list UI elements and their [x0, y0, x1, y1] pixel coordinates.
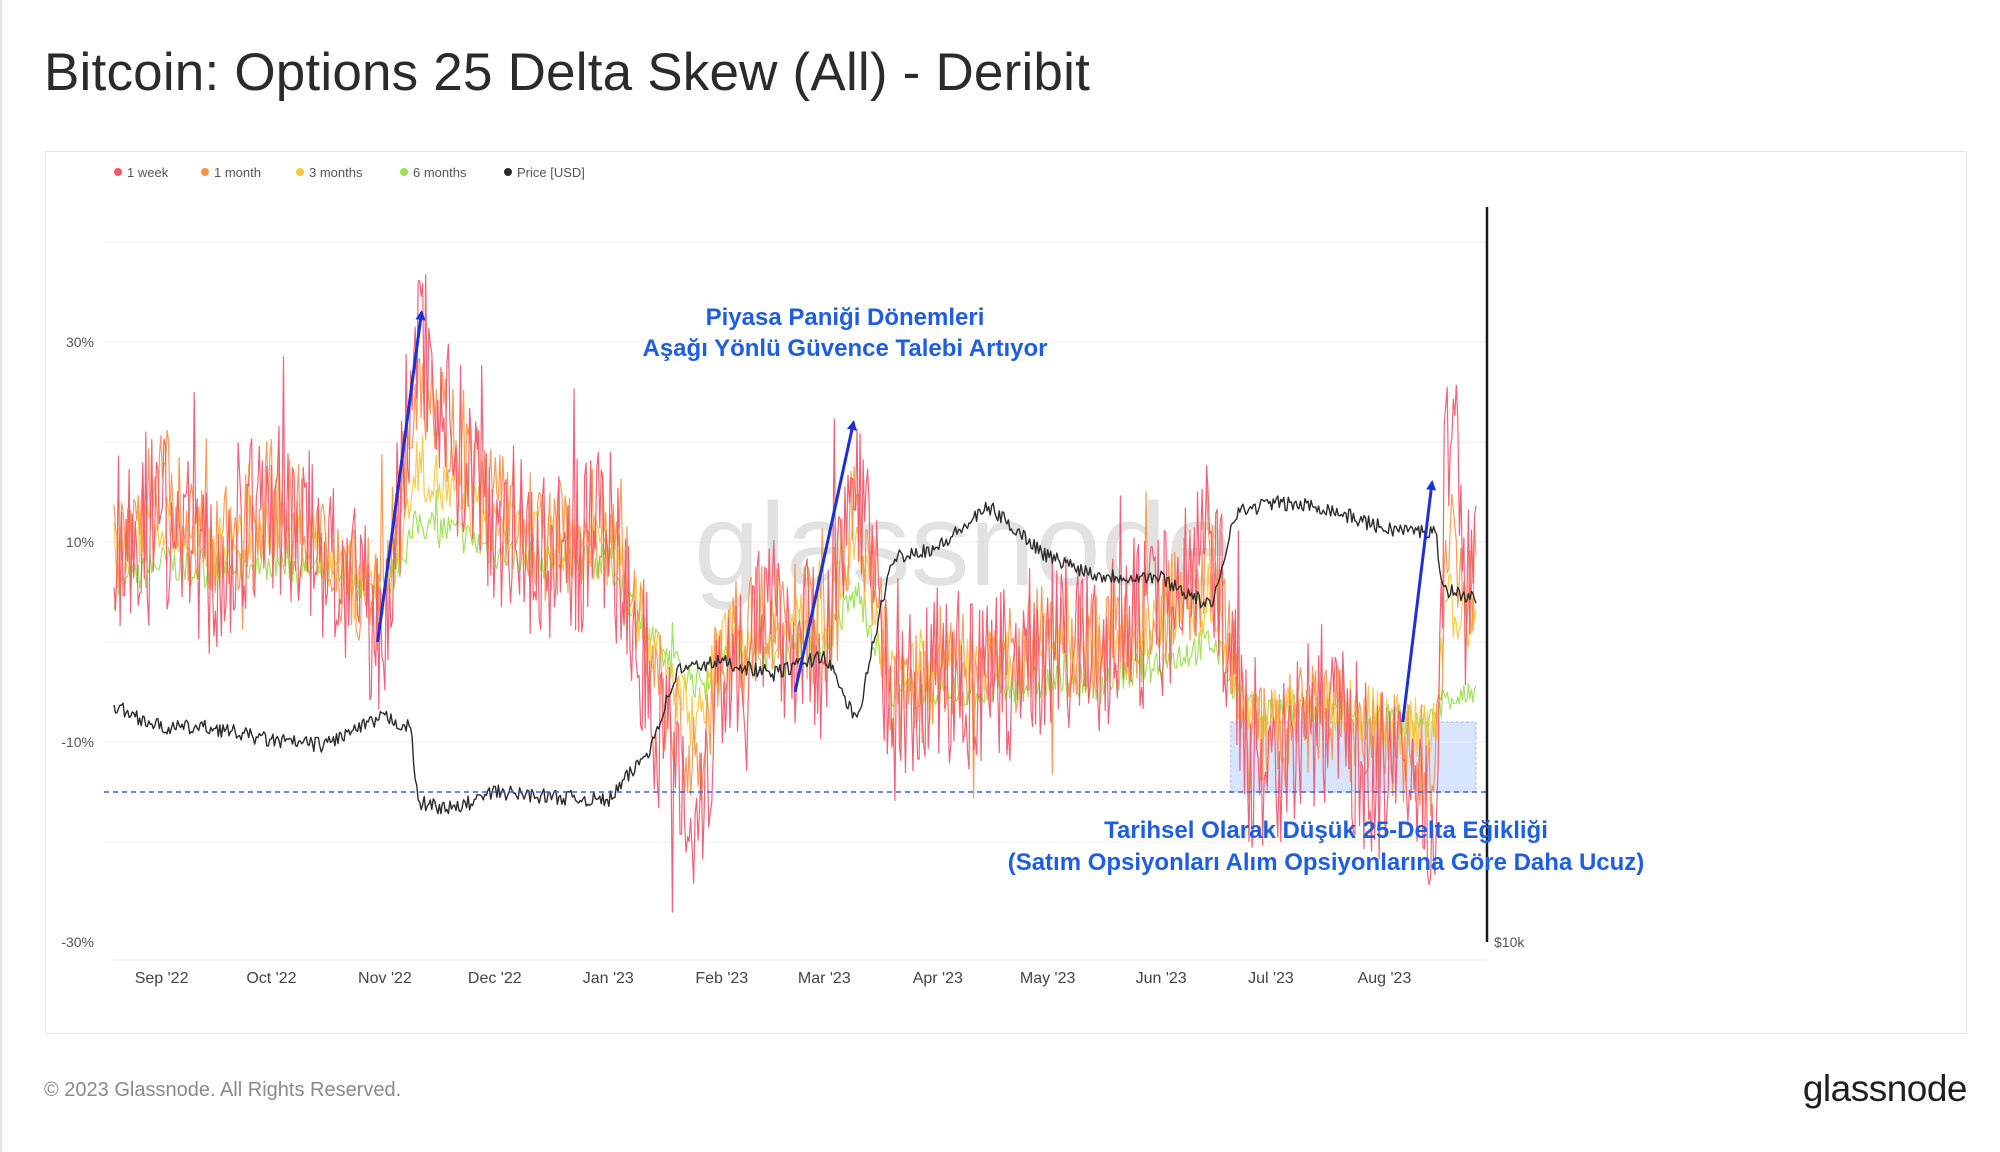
y-tick-label: 30%: [66, 334, 94, 350]
x-tick-label: Dec '22: [468, 970, 522, 987]
annotation-arrow-3: [1401, 480, 1437, 723]
x-tick-label: Mar '23: [798, 970, 851, 987]
legend-item[interactable]: Price [USD]: [504, 165, 585, 180]
legend-item[interactable]: 6 months: [400, 165, 467, 180]
legend-marker: [114, 168, 122, 176]
y2-tick-label: $10k: [1494, 934, 1525, 950]
annotation-text: Aşağı Yönlü Güvence Talebi Artıyor: [643, 335, 1048, 362]
x-tick-label: Jun '23: [1136, 970, 1187, 987]
series-line-price-usd: [113, 495, 1477, 815]
glassnode-logo: glassnode: [1802, 1068, 1968, 1109]
legend-label: 6 months: [413, 165, 467, 180]
series-line-6-months: [113, 489, 1477, 741]
legend-marker: [400, 168, 408, 176]
legend-marker: [504, 168, 512, 176]
series-line-3-months: [113, 434, 1477, 758]
x-tick-label: Jul '23: [1248, 970, 1294, 987]
x-tick-label: Aug '23: [1358, 970, 1412, 987]
legend-label: 3 months: [309, 165, 363, 180]
x-tick-label: Oct '22: [246, 970, 296, 987]
series-line-1-week: [113, 273, 1477, 913]
copyright-footer: © 2023 Glassnode. All Rights Reserved.: [44, 1079, 402, 1101]
legend-label: 1 week: [127, 165, 169, 180]
annotation-arrow-1: [376, 310, 426, 643]
x-tick-label: Sep '22: [135, 970, 189, 987]
x-tick-label: May '23: [1020, 970, 1076, 987]
annotation-arrow-2: [793, 420, 857, 693]
chart-panel: glassnode 30% 10% -10% -30% $10k Sep '22 Oct '…: [45, 151, 1967, 1034]
annotation-text: Piyasa Paniği Dönemleri: [706, 304, 985, 331]
y-tick-label: -30%: [61, 934, 94, 950]
legend-marker: [296, 168, 304, 176]
annotation-text: Tarihsel Olarak Düşük 25-Delta Eğikliği: [1104, 817, 1548, 844]
y-tick-label: 10%: [66, 534, 94, 550]
x-tick-label: Jan '23: [583, 970, 634, 987]
annotation-text: (Satım Opsiyonları Alım Opsiyonlarına Gö…: [1008, 849, 1645, 876]
page-title: Bitcoin: Options 25 Delta Skew (All) - D…: [44, 43, 1091, 102]
x-tick-label: Nov '22: [358, 970, 412, 987]
x-tick-label: Feb '23: [695, 970, 748, 987]
legend-marker: [201, 168, 209, 176]
legend-item[interactable]: 1 month: [201, 165, 261, 180]
y-tick-label: -10%: [61, 734, 94, 750]
page-left-border: [0, 0, 2, 1152]
legend-item[interactable]: 3 months: [296, 165, 363, 180]
legend-label: 1 month: [214, 165, 261, 180]
legend-item[interactable]: 1 week: [114, 165, 169, 180]
x-tick-label: Apr '23: [913, 970, 963, 987]
legend-label: Price [USD]: [517, 165, 585, 180]
